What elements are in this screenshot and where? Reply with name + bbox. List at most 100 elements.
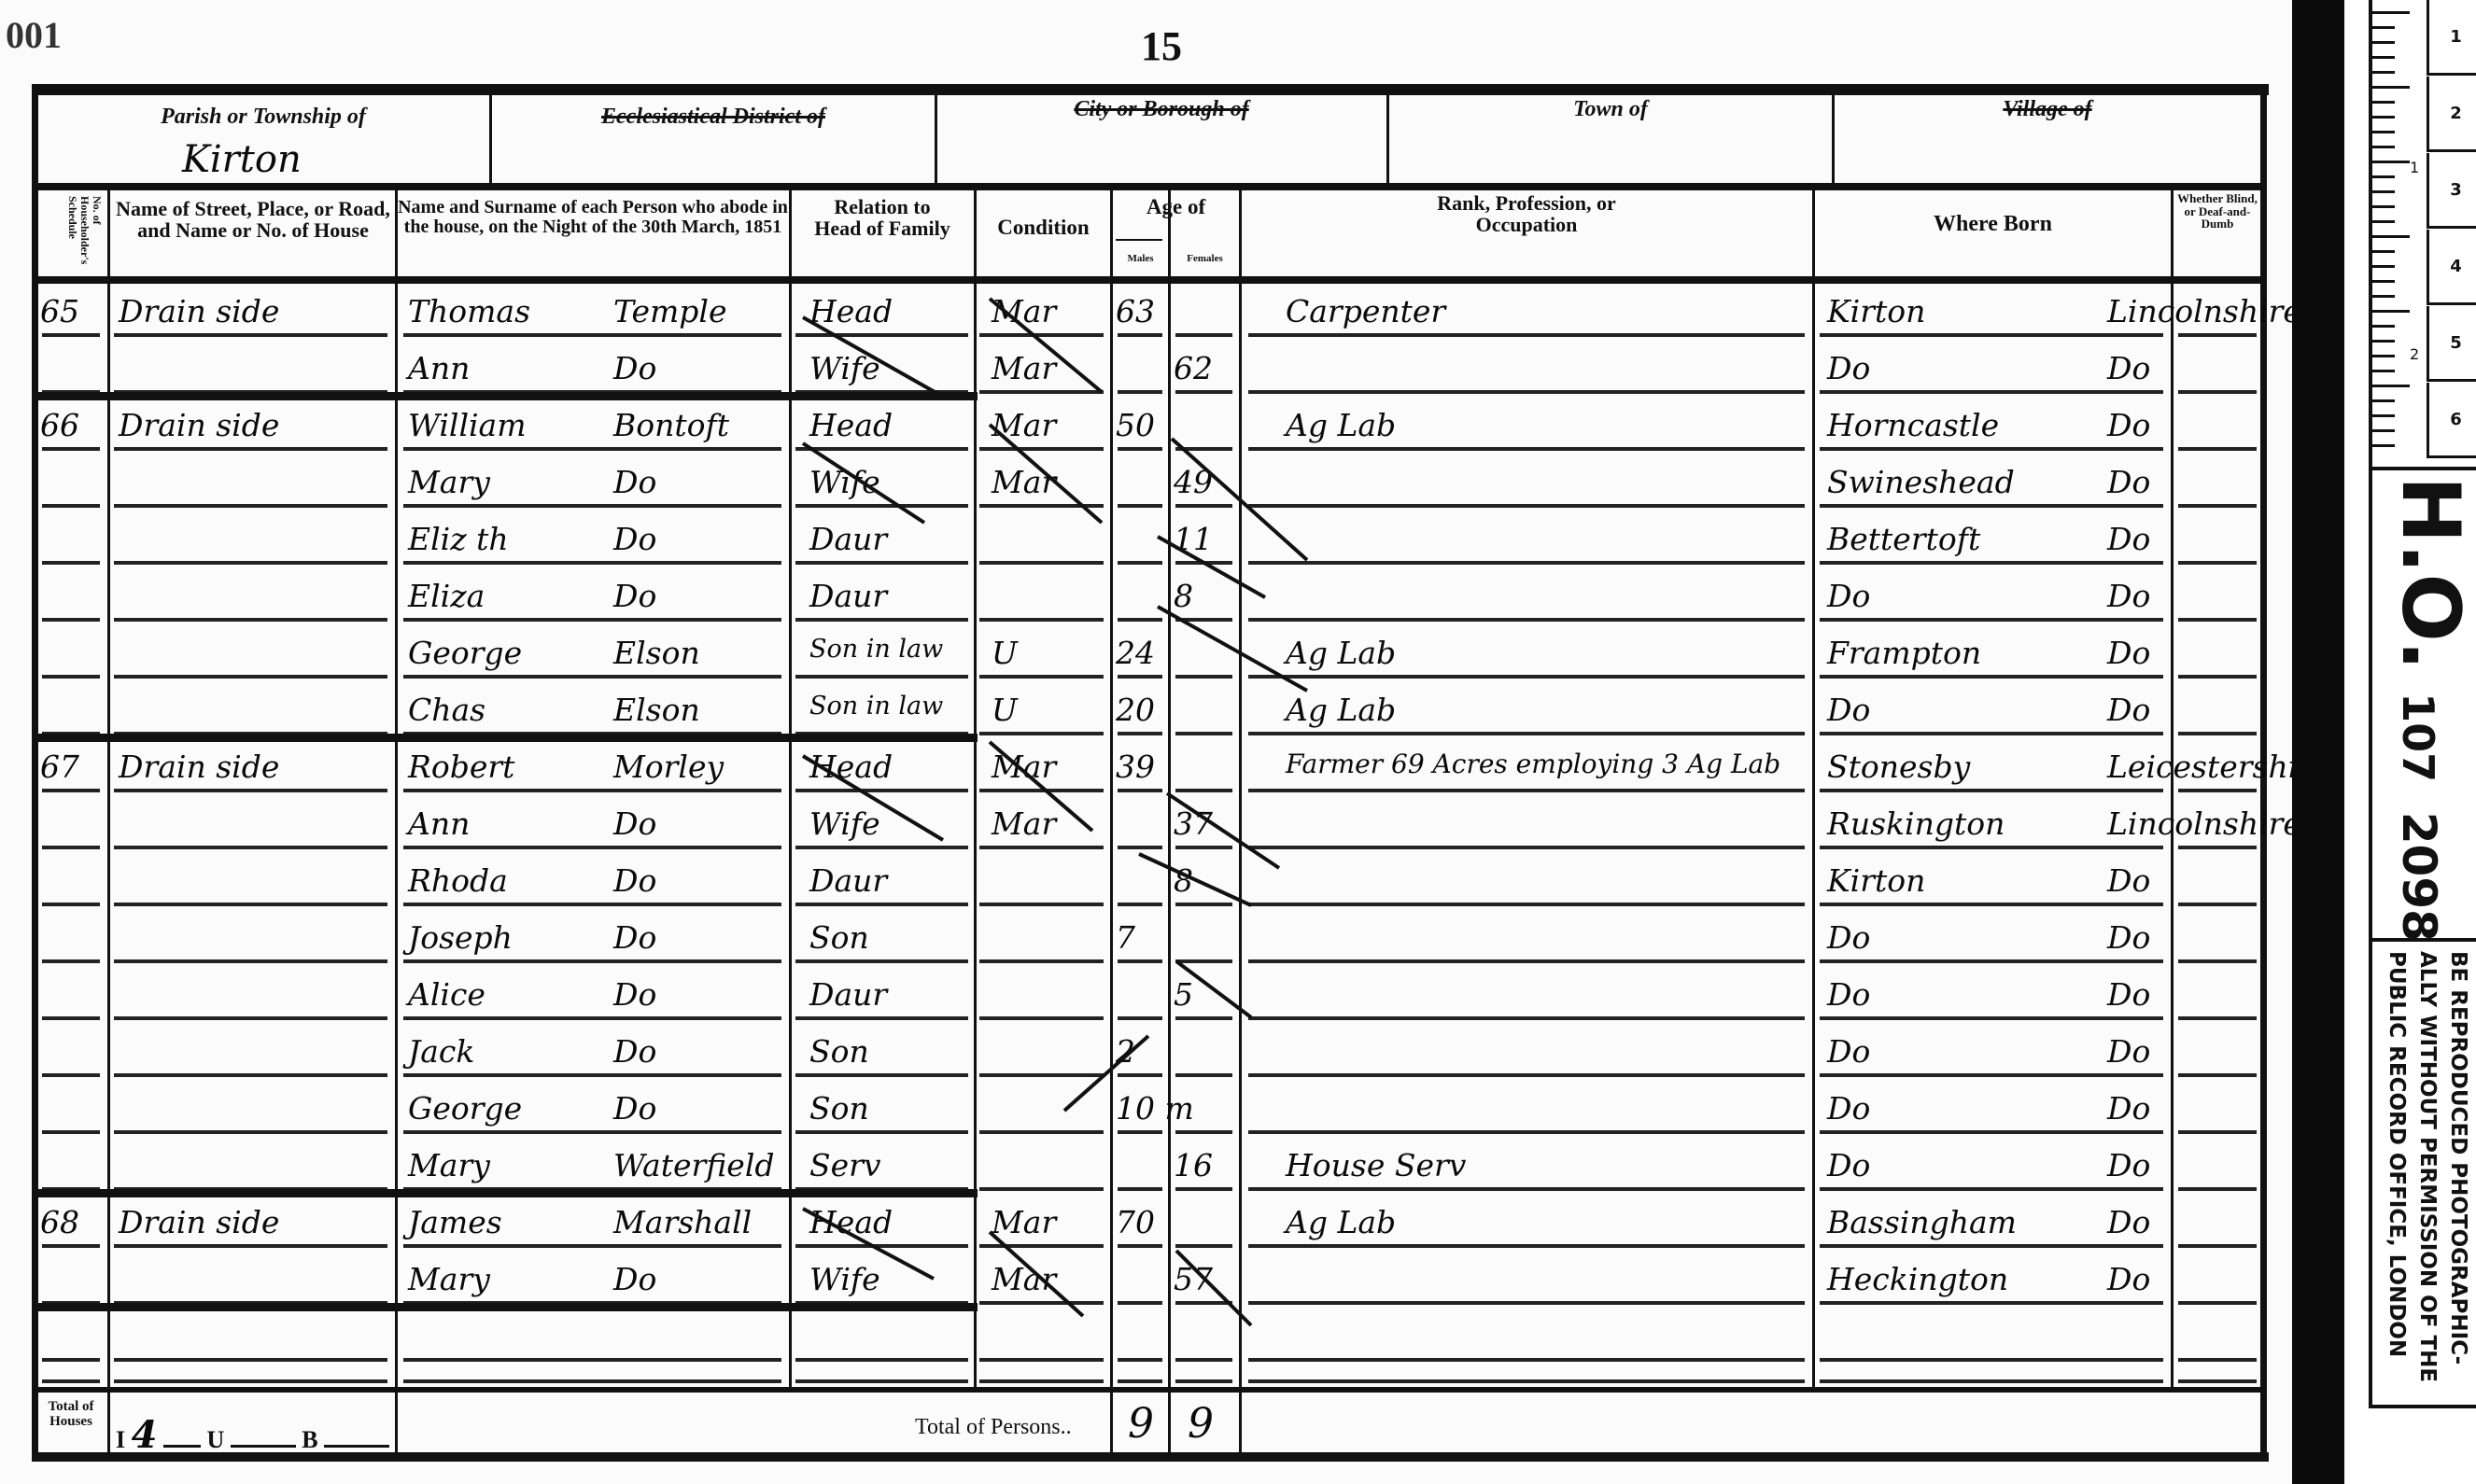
relation: Daur xyxy=(809,976,888,1013)
ruled-line xyxy=(979,846,1104,849)
ruled-line xyxy=(42,333,100,337)
ruled-line xyxy=(979,1379,1104,1383)
first-name: George xyxy=(408,1090,523,1127)
ruled-line xyxy=(114,959,387,963)
condition: Mar xyxy=(992,464,1057,500)
col-relation-header: Relation to Head of Family xyxy=(814,195,950,241)
folio-number: 001 xyxy=(6,14,62,56)
ruled-line xyxy=(795,959,968,963)
building-label: B xyxy=(302,1426,318,1453)
first-name: Alice xyxy=(408,976,485,1013)
ruled-line xyxy=(2178,789,2257,792)
ruler-tick xyxy=(2372,26,2395,29)
surname: Do xyxy=(613,578,657,614)
ruler-cm-mark: 5 xyxy=(2427,306,2476,382)
ruled-line xyxy=(2178,447,2257,451)
relation: Wife xyxy=(809,1261,880,1297)
ruled-line xyxy=(795,1358,968,1362)
first-name: Jack xyxy=(408,1033,475,1070)
ruled-line xyxy=(1820,333,2163,337)
ruled-line xyxy=(114,618,387,622)
ruled-line xyxy=(1118,1301,1162,1305)
street-name: Drain side xyxy=(119,407,280,443)
ruler-tick xyxy=(2372,205,2395,208)
age-female: 16 xyxy=(1174,1147,1213,1183)
ruler-tick xyxy=(2372,340,2395,343)
ruled-line xyxy=(1118,561,1162,565)
ruler-tick xyxy=(2372,385,2410,387)
ruled-line xyxy=(1175,333,1232,337)
birth-county: Do xyxy=(2107,1147,2151,1183)
table-row: George Do Son 10 m Do Do xyxy=(35,1081,2260,1138)
birth-county: Do xyxy=(2107,578,2151,614)
surname: Do xyxy=(613,464,657,500)
ruled-line xyxy=(2178,1379,2257,1383)
birth-place: Ruskington xyxy=(1827,805,2005,842)
ruled-line xyxy=(979,447,1104,451)
occupation: Ag Lab xyxy=(1286,407,1397,443)
birth-county: Do xyxy=(2107,1204,2151,1240)
total-males: 9 xyxy=(1128,1400,1154,1448)
ruler-tick xyxy=(2372,175,2395,178)
household-separator xyxy=(35,734,978,742)
ruled-line xyxy=(1820,675,2163,679)
ruled-line xyxy=(1118,789,1162,792)
ruled-line xyxy=(1820,1244,2163,1248)
age-male: 63 xyxy=(1116,293,1155,329)
ruled-line xyxy=(42,675,100,679)
ruled-line xyxy=(42,1379,100,1383)
ruled-line xyxy=(114,1379,387,1383)
birth-county: Lincolnshire xyxy=(2107,805,2301,842)
street-name: Drain side xyxy=(119,749,280,785)
birth-county: Do xyxy=(2107,919,2151,956)
age-male: 10 m xyxy=(1116,1090,1194,1127)
ruled-line xyxy=(1118,447,1162,451)
ruled-line xyxy=(1175,732,1232,735)
ruled-line xyxy=(979,903,1104,906)
condition: U xyxy=(992,635,1018,671)
ruled-line xyxy=(1820,447,2163,451)
ruled-line xyxy=(2178,561,2257,565)
ruled-line xyxy=(1118,1073,1162,1077)
ruled-line xyxy=(42,618,100,622)
ruled-line xyxy=(1118,390,1162,394)
ruler-tick xyxy=(2372,86,2410,89)
ruled-line xyxy=(1820,390,2163,394)
page-number: 15 xyxy=(1141,23,1182,69)
surname: Do xyxy=(613,805,657,842)
ruled-line xyxy=(1820,959,2163,963)
col-males-header: Males xyxy=(1127,253,1154,264)
col-condition-header: Condition xyxy=(997,216,1090,239)
ruler-tick xyxy=(2372,399,2395,402)
surname: Do xyxy=(613,521,657,557)
ruled-line xyxy=(114,1016,387,1020)
ruled-line xyxy=(403,903,781,906)
parish-value: Kirton xyxy=(182,138,302,181)
table-row: George Elson Son in law U 24 Ag Lab Frampton Do xyxy=(35,625,2260,682)
birth-place: Swineshead xyxy=(1827,464,2015,500)
birth-county: Do xyxy=(2107,862,2151,899)
birth-place: Do xyxy=(1827,350,1871,386)
surname: Do xyxy=(613,919,657,956)
ruled-line xyxy=(1248,1130,1805,1134)
empty-row xyxy=(35,1365,2260,1387)
ruled-line xyxy=(114,561,387,565)
ruled-line xyxy=(42,1358,100,1362)
birth-place: Kirton xyxy=(1827,293,1926,329)
ruler-cm-mark: 4 xyxy=(2427,230,2476,305)
relation: Daur xyxy=(809,521,888,557)
col-name-header: Name and Surname of each Person who abod… xyxy=(398,197,788,237)
ruled-line xyxy=(795,333,968,337)
ruled-line xyxy=(1175,1130,1232,1134)
first-name: William xyxy=(408,407,527,443)
first-name: Robert xyxy=(408,749,515,785)
ruled-line xyxy=(42,1016,100,1020)
condition: Mar xyxy=(992,805,1057,842)
ruler-tick xyxy=(2372,370,2395,372)
ruled-line xyxy=(979,333,1104,337)
ruled-line xyxy=(403,447,781,451)
ruler-tick xyxy=(2372,101,2395,104)
first-name: Mary xyxy=(408,464,490,500)
ruled-line xyxy=(1820,1130,2163,1134)
ruled-line xyxy=(403,1073,781,1077)
